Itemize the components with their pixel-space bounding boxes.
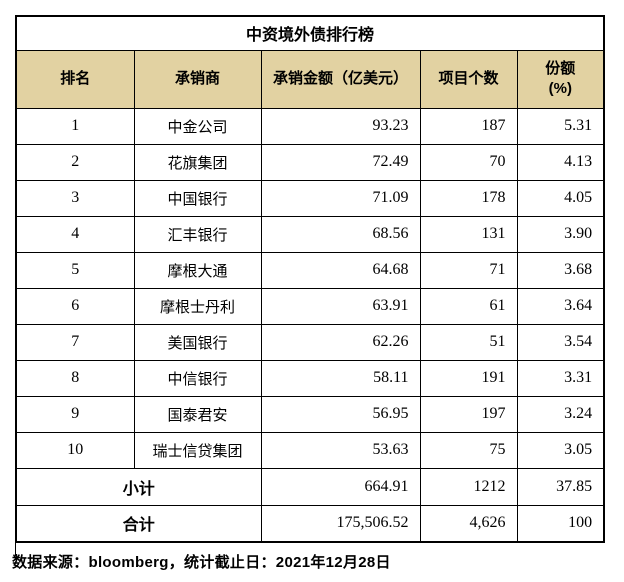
rank-cell: 9 (15, 395, 135, 433)
share-cell: 4.13 (516, 143, 605, 181)
subtotal-count: 1212 (419, 467, 518, 506)
count-cell: 191 (419, 359, 518, 397)
share-cell: 3.68 (516, 251, 605, 289)
table-left-border-stub (15, 541, 16, 556)
subtotal-row: 小计 664.91 1212 37.85 (15, 467, 605, 506)
count-cell: 71 (419, 251, 518, 289)
underwriter-cell: 中国银行 (133, 179, 262, 217)
amount-cell: 63.91 (260, 287, 421, 325)
count-cell: 51 (419, 323, 518, 361)
table-row: 2 花旗集团 72.49 70 4.13 (15, 143, 605, 181)
amount-cell: 72.49 (260, 143, 421, 181)
table-row: 10 瑞士信贷集团 53.63 75 3.05 (15, 431, 605, 469)
rank-cell: 6 (15, 287, 135, 325)
table-header-row: 排名 承销商 承销金额（亿美元） 项目个数 份额 (%) (15, 49, 605, 109)
subtotal-amount: 664.91 (260, 467, 421, 506)
rank-cell: 7 (15, 323, 135, 361)
underwriter-cell: 中金公司 (133, 107, 262, 145)
subtotal-share: 37.85 (516, 467, 605, 506)
share-cell: 3.64 (516, 287, 605, 325)
amount-cell: 68.56 (260, 215, 421, 253)
share-cell: 3.90 (516, 215, 605, 253)
table-row: 6 摩根士丹利 63.91 61 3.64 (15, 287, 605, 325)
amount-cell: 62.26 (260, 323, 421, 361)
underwriter-cell: 美国银行 (133, 323, 262, 361)
rank-cell: 8 (15, 359, 135, 397)
header-amount: 承销金额（亿美元） (260, 49, 421, 109)
underwriter-cell: 摩根大通 (133, 251, 262, 289)
table-row: 3 中国银行 71.09 178 4.05 (15, 179, 605, 217)
count-cell: 131 (419, 215, 518, 253)
source-note: 数据来源：bloomberg，统计截止日：2021年12月28日 (12, 554, 391, 571)
count-cell: 178 (419, 179, 518, 217)
table-row: 8 中信银行 58.11 191 3.31 (15, 359, 605, 397)
total-count: 4,626 (419, 504, 518, 543)
total-share: 100 (516, 504, 605, 543)
rank-cell: 4 (15, 215, 135, 253)
count-cell: 187 (419, 107, 518, 145)
underwriter-cell: 花旗集团 (133, 143, 262, 181)
table-row: 1 中金公司 93.23 187 5.31 (15, 107, 605, 145)
table-row: 7 美国银行 62.26 51 3.54 (15, 323, 605, 361)
amount-cell: 71.09 (260, 179, 421, 217)
share-cell: 3.54 (516, 323, 605, 361)
underwriter-cell: 中信银行 (133, 359, 262, 397)
header-share-line2: (%) (548, 80, 572, 97)
amount-cell: 93.23 (260, 107, 421, 145)
count-cell: 70 (419, 143, 518, 181)
table-row: 9 国泰君安 56.95 197 3.24 (15, 395, 605, 433)
header-count: 项目个数 (419, 49, 518, 109)
rank-cell: 3 (15, 179, 135, 217)
count-cell: 61 (419, 287, 518, 325)
underwriter-cell: 瑞士信贷集团 (133, 431, 262, 469)
rank-cell: 10 (15, 431, 135, 469)
share-cell: 3.24 (516, 395, 605, 433)
total-amount: 175,506.52 (260, 504, 421, 543)
ranking-table: 中资境外债排行榜 排名 承销商 承销金额（亿美元） 项目个数 份额 (%) 1 … (15, 15, 606, 543)
header-rank: 排名 (15, 49, 135, 109)
subtotal-label: 小计 (15, 467, 262, 506)
amount-cell: 53.63 (260, 431, 421, 469)
share-cell: 3.05 (516, 431, 605, 469)
share-cell: 3.31 (516, 359, 605, 397)
table-title: 中资境外债排行榜 (15, 15, 605, 51)
table-row: 5 摩根大通 64.68 71 3.68 (15, 251, 605, 289)
total-row: 合计 175,506.52 4,626 100 (15, 504, 605, 543)
header-share-line1: 份额 (545, 59, 576, 77)
count-cell: 75 (419, 431, 518, 469)
underwriter-cell: 国泰君安 (133, 395, 262, 433)
rank-cell: 1 (15, 107, 135, 145)
table-row: 4 汇丰银行 68.56 131 3.90 (15, 215, 605, 253)
share-cell: 5.31 (516, 107, 605, 145)
total-label: 合计 (15, 504, 262, 543)
share-cell: 4.05 (516, 179, 605, 217)
header-share: 份额 (%) (516, 49, 605, 109)
amount-cell: 58.11 (260, 359, 421, 397)
amount-cell: 64.68 (260, 251, 421, 289)
underwriter-cell: 摩根士丹利 (133, 287, 262, 325)
underwriter-cell: 汇丰银行 (133, 215, 262, 253)
count-cell: 197 (419, 395, 518, 433)
rank-cell: 5 (15, 251, 135, 289)
header-underwriter: 承销商 (133, 49, 262, 109)
table-title-row: 中资境外债排行榜 (15, 15, 605, 51)
rank-cell: 2 (15, 143, 135, 181)
amount-cell: 56.95 (260, 395, 421, 433)
